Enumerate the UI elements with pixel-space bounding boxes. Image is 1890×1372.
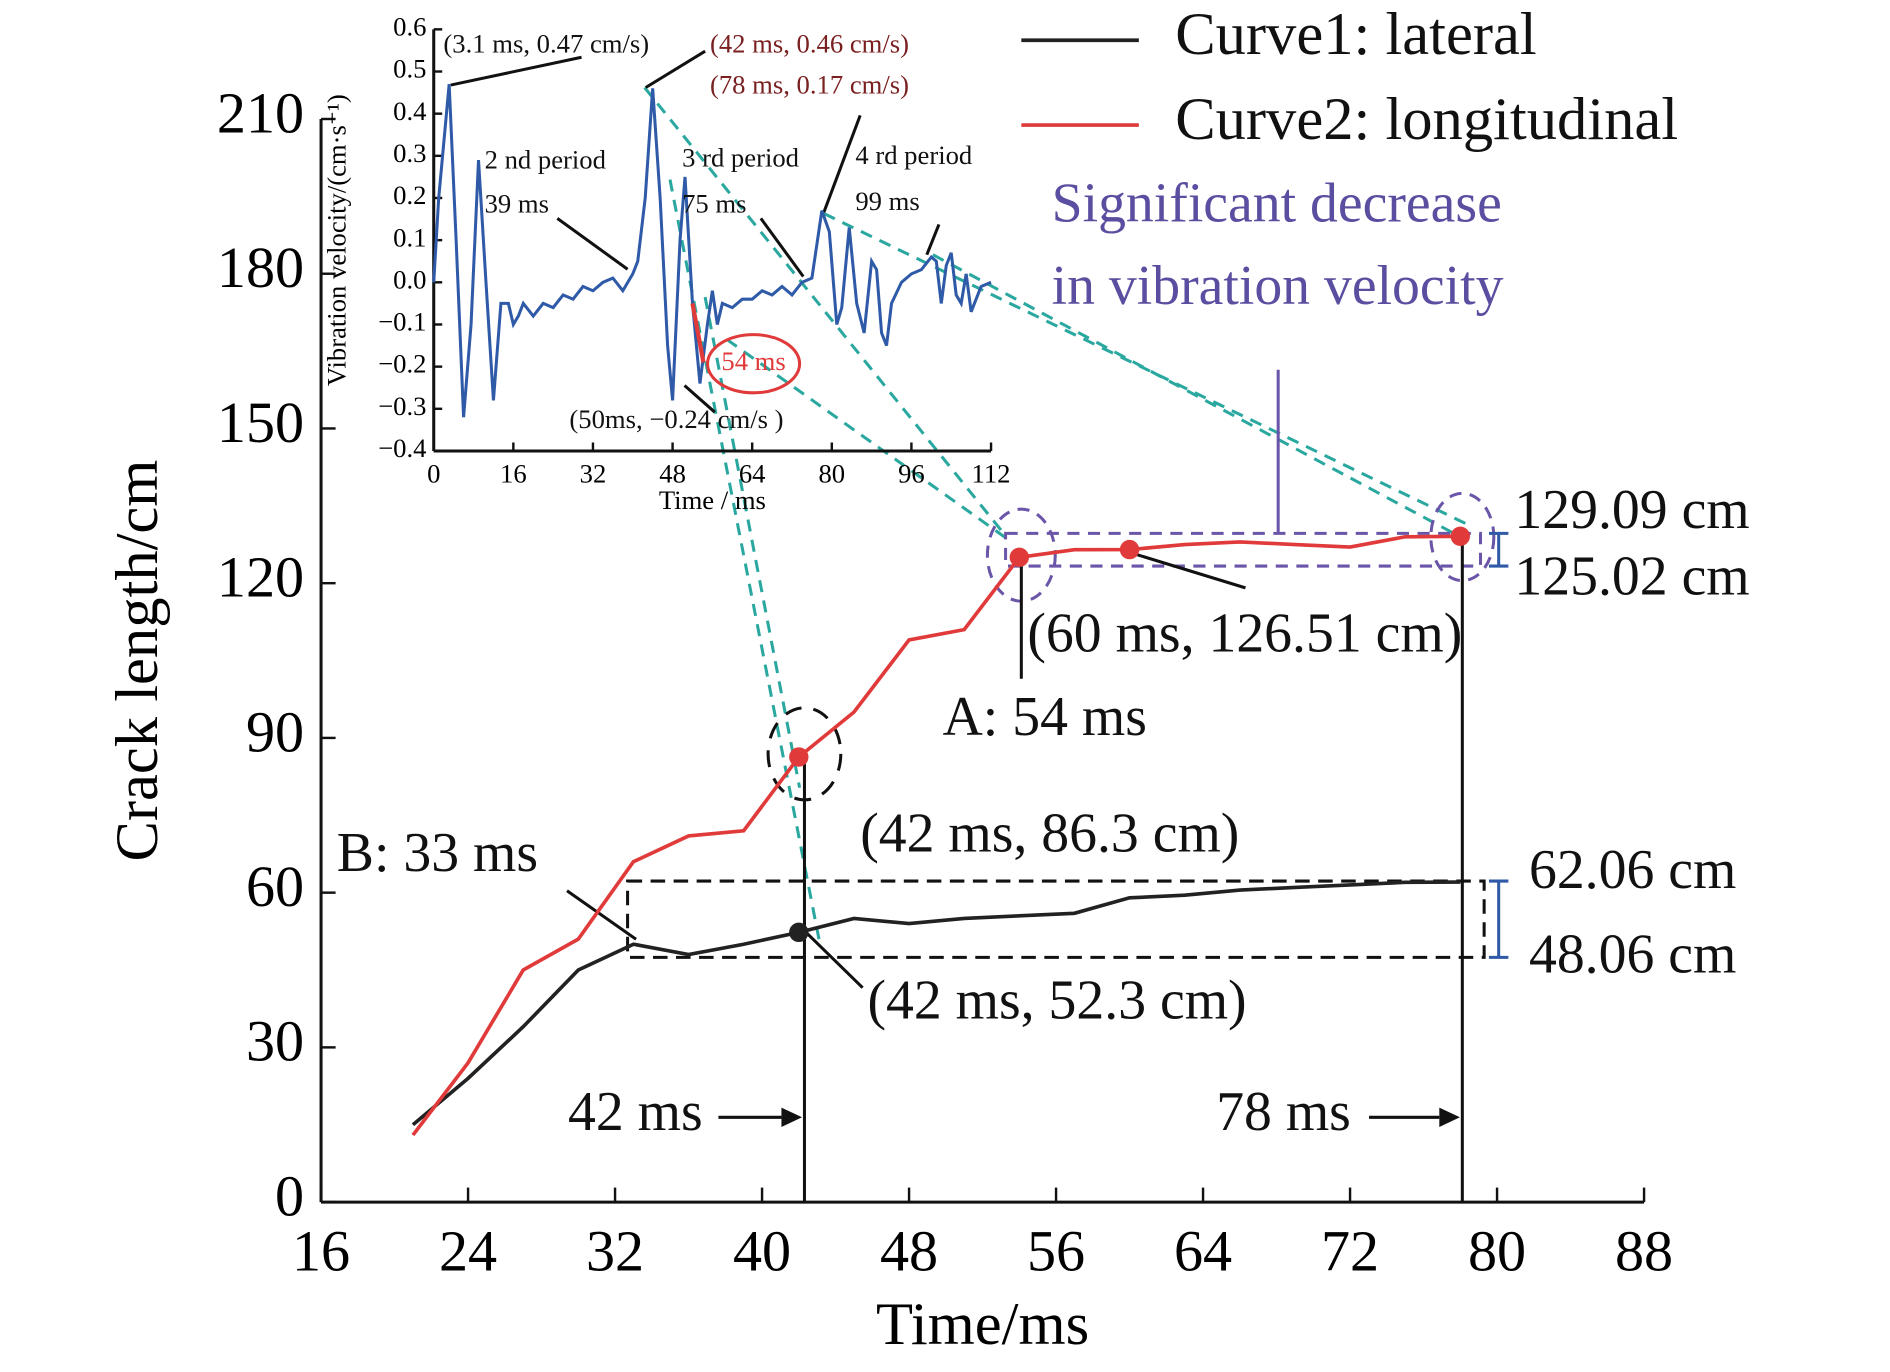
annotation: B: 33 ms (337, 822, 538, 884)
annotation: 99 ms (855, 186, 919, 216)
y-tick-label: −0.4 (378, 433, 426, 463)
x-tick-label: 32 (580, 458, 607, 488)
x-tick-label: 96 (898, 458, 925, 488)
highlight-point (789, 747, 809, 767)
y-tick-label: 180 (217, 235, 304, 300)
annotation: 3 rd period (682, 142, 799, 172)
x-tick-label: 80 (818, 458, 845, 488)
annotation: 75 ms (682, 188, 746, 218)
arrow-head (781, 1107, 803, 1127)
x-tick-label: 0 (427, 458, 440, 488)
y-tick-label: 150 (217, 390, 304, 455)
y-tick-label: −0.3 (378, 391, 426, 421)
annotation: (78 ms, 0.17 cm/s) (710, 70, 909, 100)
x-tick-label: 16 (500, 458, 527, 488)
data-line (432, 84, 992, 418)
x-tick-label: 24 (439, 1219, 497, 1284)
annotation: (42 ms, 86.3 cm) (860, 802, 1239, 864)
y-tick-label: 90 (246, 699, 304, 764)
x-tick-label: 48 (880, 1219, 938, 1284)
highlight-point (1119, 539, 1140, 560)
annotation: 62.06 cm (1529, 839, 1736, 901)
annotation: in vibration velocity (1052, 255, 1504, 317)
annotation: 125.02 cm (1514, 546, 1749, 608)
x-tick-label: 32 (586, 1219, 644, 1284)
annotation: (3.1 ms, 0.47 cm/s) (443, 28, 649, 58)
annotation: 54 ms (721, 346, 785, 376)
annotation: (50ms, −0.24 cm/s ) (569, 404, 783, 434)
y-axis-label: Crack length/cm (104, 460, 171, 862)
annotation: Significant decrease (1052, 172, 1502, 234)
y-tick-label: −0.1 (378, 307, 426, 337)
black-guides (450, 49, 1486, 1203)
y-tick-label: 0.0 (393, 264, 426, 294)
y-tick-label: 0.6 (393, 11, 426, 41)
annotation: (60 ms, 126.51 cm) (1027, 603, 1462, 665)
y-tick-label: 60 (246, 854, 304, 919)
y-tick-label: 210 (217, 80, 304, 145)
y-tick-label: 0.4 (393, 96, 426, 126)
annotation: (42 ms, 0.46 cm/s) (710, 28, 909, 58)
y-tick-label: 120 (217, 545, 304, 610)
y-tick-label: 0.5 (393, 54, 426, 84)
x-tick-label: 40 (733, 1219, 791, 1284)
legend-label: Curve2: longitudinal (1175, 86, 1678, 153)
x-tick-label: 72 (1321, 1219, 1379, 1284)
y-tick-label: 0.2 (393, 180, 426, 210)
y-tick-label: 0.1 (393, 222, 426, 252)
highlight-ellipse (706, 333, 802, 395)
highlight-segment (690, 303, 706, 363)
x-tick-label: 112 (972, 458, 1011, 488)
y-tick-label: 0.3 (393, 138, 426, 168)
arrow-head (1439, 1107, 1460, 1127)
annotation: 39 ms (485, 188, 549, 218)
x-tick-label: 64 (1174, 1219, 1232, 1284)
range-brackets (1488, 531, 1509, 959)
x-axis-label: Time / ms (659, 485, 766, 515)
annotation: 4 rd period (855, 140, 972, 170)
x-tick-label: 64 (739, 458, 766, 488)
annotation: 2 nd period (485, 145, 606, 175)
x-tick-label: 88 (1615, 1219, 1673, 1284)
x-tick-label: 56 (1027, 1219, 1085, 1284)
x-tick-label: 80 (1468, 1219, 1526, 1284)
y-tick-label: 30 (246, 1009, 304, 1074)
annotation: 42 ms (568, 1081, 703, 1143)
y-tick-label: −0.2 (378, 349, 426, 379)
data-line (411, 880, 1461, 1127)
x-axis-label: Time/ms (876, 1291, 1089, 1358)
highlight-point (789, 922, 809, 943)
annotation: 48.06 cm (1529, 924, 1736, 986)
x-tick-label: 16 (292, 1219, 350, 1284)
legend-label: Curve1: lateral (1175, 1, 1537, 68)
annotation: 78 ms (1216, 1081, 1351, 1143)
annotation: (42 ms, 52.3 cm) (867, 970, 1246, 1032)
y-axis-label: Vibration velocity/(cm·s⁻¹) (321, 94, 351, 386)
annotation: A: 54 ms (943, 686, 1147, 748)
annotation: 129.09 cm (1514, 479, 1749, 541)
highlight-point (1450, 526, 1470, 547)
guides (450, 49, 1509, 1203)
y-tick-label: 0 (275, 1163, 304, 1228)
highlight-point (1009, 547, 1029, 567)
x-tick-label: 48 (659, 458, 686, 488)
data-line (411, 534, 1461, 1137)
